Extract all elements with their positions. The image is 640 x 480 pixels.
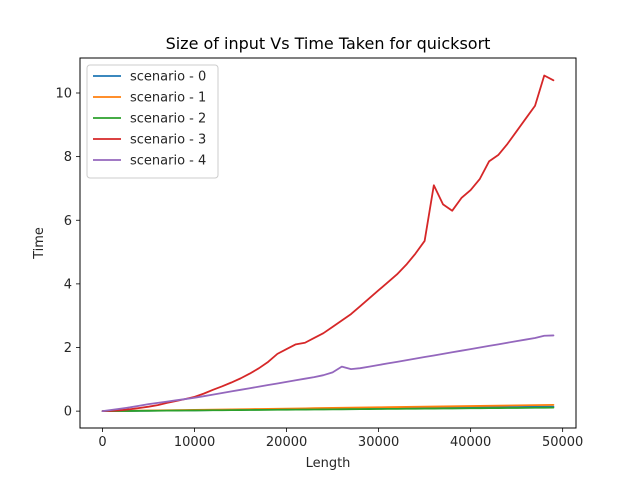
x-tick-label: 0 <box>98 435 106 450</box>
x-tick-label: 40000 <box>450 435 491 450</box>
axes-frame <box>79 57 577 429</box>
legend-entry: scenario - 3 <box>130 133 206 148</box>
legend: scenario - 0 scenario - 1 scenario - 2 scen… <box>86 64 219 179</box>
legend-entry: scenario - 0 <box>130 70 206 85</box>
plot-area <box>101 74 555 413</box>
y-axis-label: Time <box>32 227 47 260</box>
x-tick-label: 10000 <box>174 435 215 450</box>
y-tick-label: 4 <box>64 277 72 292</box>
legend-box <box>86 64 219 179</box>
y-tick-label: 2 <box>64 341 72 356</box>
y-tick-label: 0 <box>64 405 72 420</box>
y-tick-label: 10 <box>55 86 72 101</box>
y-tick-label: 8 <box>64 150 72 165</box>
x-axis: 0 10000 20000 30000 40000 50000 <box>98 428 583 450</box>
legend-entry: scenario - 1 <box>130 91 206 106</box>
legend-entry: scenario - 4 <box>130 154 206 169</box>
chart-title: Size of input Vs Time Taken for quicksor… <box>166 34 491 53</box>
x-axis-label: Length <box>306 456 351 471</box>
series-line-scenario-2 <box>101 406 555 413</box>
y-axis: 0 2 4 6 8 10 <box>55 86 80 420</box>
series-line-scenario-4 <box>101 334 555 413</box>
x-tick-label: 50000 <box>542 435 583 450</box>
x-tick-label: 20000 <box>266 435 307 450</box>
y-tick-label: 6 <box>64 214 72 229</box>
legend-entry: scenario - 2 <box>130 112 206 127</box>
x-tick-label: 30000 <box>358 435 399 450</box>
